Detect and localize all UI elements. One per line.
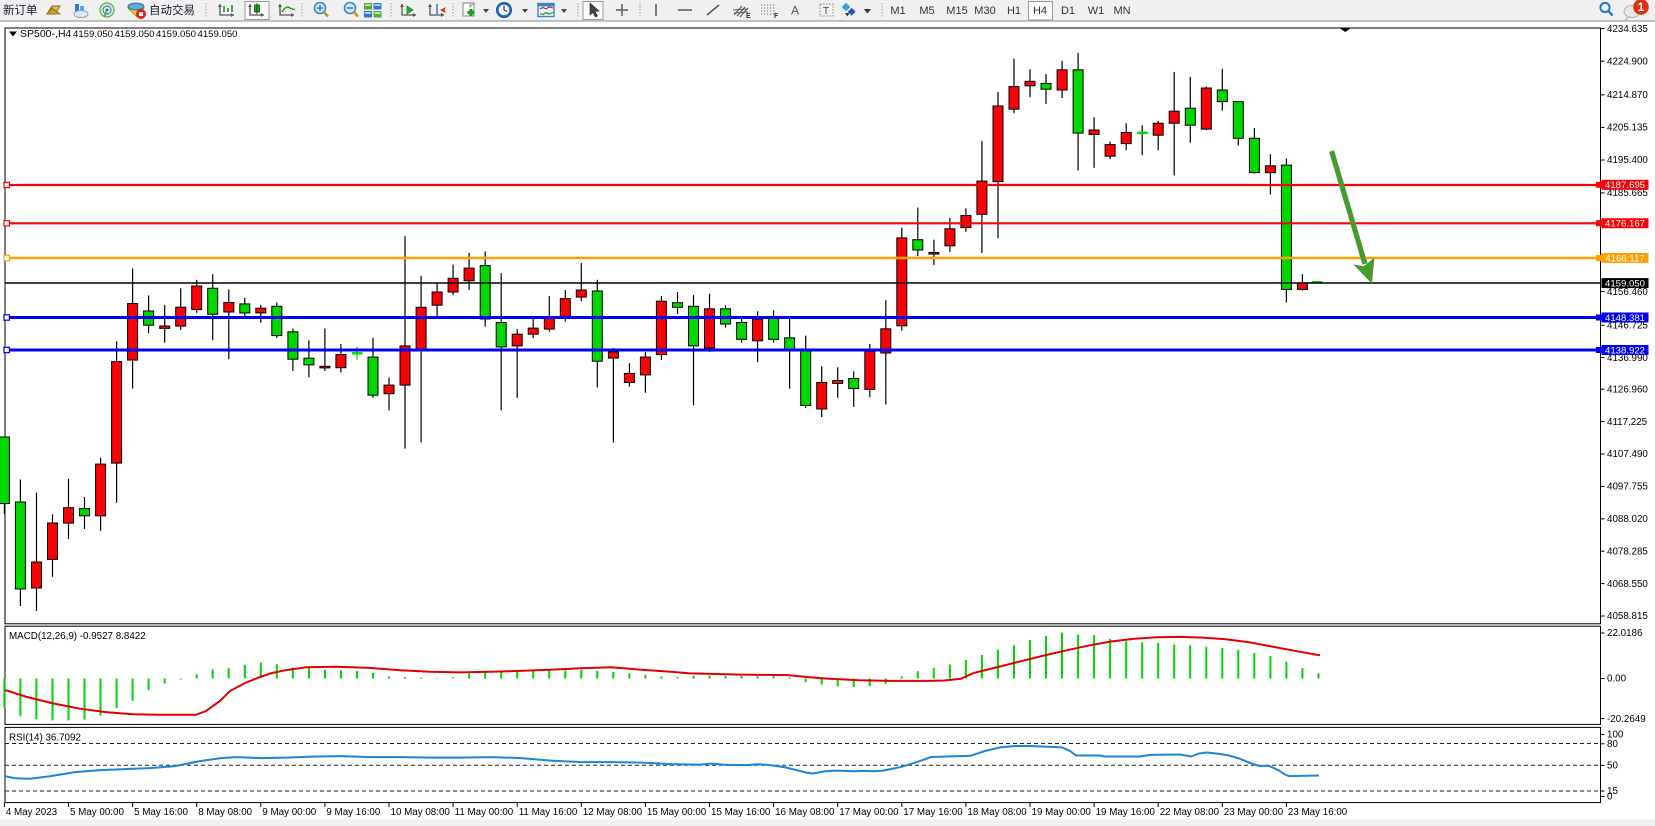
svg-text:1: 1 — [1638, 2, 1645, 14]
svg-text:4156.460: 4156.460 — [1607, 287, 1648, 298]
svg-text:5 May 00:00: 5 May 00:00 — [70, 807, 124, 818]
svg-text:22 May 08:00: 22 May 08:00 — [1160, 807, 1220, 818]
svg-text:9 May 00:00: 9 May 00:00 — [262, 807, 316, 818]
svg-text:4126.960: 4126.960 — [1607, 384, 1648, 395]
svg-text:50: 50 — [1607, 761, 1618, 772]
svg-text:15: 15 — [1607, 786, 1618, 797]
svg-text:9 May 16:00: 9 May 16:00 — [326, 807, 380, 818]
svg-text:4159.050: 4159.050 — [115, 29, 155, 40]
svg-text:4159.050: 4159.050 — [156, 29, 196, 40]
svg-text:H4: H4 — [1033, 5, 1047, 17]
svg-text:4068.550: 4068.550 — [1607, 579, 1648, 590]
svg-text:15 May 00:00: 15 May 00:00 — [647, 807, 707, 818]
svg-text:4187.695: 4187.695 — [1605, 180, 1645, 191]
svg-text:M30: M30 — [974, 5, 995, 17]
svg-text:MN: MN — [1113, 5, 1130, 17]
svg-text:5 May 16:00: 5 May 16:00 — [134, 807, 188, 818]
svg-text:4214.870: 4214.870 — [1607, 90, 1648, 101]
svg-text:MACD(12,26,9) -0.9527 8.8422: MACD(12,26,9) -0.9527 8.8422 — [9, 631, 146, 642]
svg-text:10 May 08:00: 10 May 08:00 — [391, 807, 451, 818]
svg-text:4205.135: 4205.135 — [1607, 123, 1648, 134]
svg-text:11 May 16:00: 11 May 16:00 — [519, 807, 578, 818]
svg-text:4148.381: 4148.381 — [1605, 313, 1645, 324]
svg-text:M1: M1 — [890, 5, 905, 17]
svg-text:4185.665: 4185.665 — [1607, 188, 1648, 199]
svg-text:11 May 00:00: 11 May 00:00 — [455, 807, 514, 818]
svg-text:16 May 08:00: 16 May 08:00 — [775, 807, 835, 818]
svg-text:4078.285: 4078.285 — [1607, 546, 1648, 557]
svg-text:17 May 00:00: 17 May 00:00 — [839, 807, 899, 818]
svg-text:4224.900: 4224.900 — [1607, 56, 1648, 67]
svg-text:M15: M15 — [946, 5, 967, 17]
svg-text:4097.755: 4097.755 — [1607, 482, 1648, 493]
svg-text:4159.050: 4159.050 — [198, 29, 238, 40]
svg-text:新订单: 新订单 — [3, 3, 38, 17]
svg-text:8 May 08:00: 8 May 08:00 — [198, 807, 252, 818]
svg-text:4058.815: 4058.815 — [1607, 611, 1648, 622]
svg-text:4136.990: 4136.990 — [1607, 353, 1648, 364]
svg-text:80: 80 — [1607, 739, 1618, 750]
svg-text:4146.725: 4146.725 — [1607, 321, 1648, 332]
svg-text:H1: H1 — [1007, 5, 1021, 17]
svg-text:23 May 16:00: 23 May 16:00 — [1288, 807, 1348, 818]
svg-text:D1: D1 — [1061, 5, 1075, 17]
svg-text:4166.117: 4166.117 — [1605, 253, 1644, 264]
svg-text:4107.490: 4107.490 — [1607, 449, 1648, 460]
svg-text:15 May 16:00: 15 May 16:00 — [711, 807, 771, 818]
svg-text:4 May 2023: 4 May 2023 — [6, 807, 58, 818]
svg-text:E: E — [746, 13, 751, 20]
svg-text:4195.400: 4195.400 — [1607, 155, 1648, 166]
svg-text:4138.922: 4138.922 — [1605, 345, 1645, 356]
svg-text:RSI(14) 36.7092: RSI(14) 36.7092 — [9, 733, 81, 744]
svg-text:W1: W1 — [1088, 5, 1105, 17]
svg-text:-20.2649: -20.2649 — [1607, 714, 1646, 725]
svg-text:12 May 08:00: 12 May 08:00 — [583, 807, 643, 818]
svg-text:4159.050: 4159.050 — [73, 29, 113, 40]
svg-text:4234.635: 4234.635 — [1607, 24, 1648, 35]
svg-text:23 May 00:00: 23 May 00:00 — [1224, 807, 1284, 818]
svg-text:19 May 00:00: 19 May 00:00 — [1032, 807, 1092, 818]
svg-text:T: T — [823, 6, 829, 17]
svg-text:17 May 16:00: 17 May 16:00 — [903, 807, 963, 818]
svg-text:F: F — [774, 13, 779, 20]
svg-text:A: A — [791, 4, 799, 18]
svg-text:0: 0 — [1607, 792, 1613, 803]
svg-text:22.0186: 22.0186 — [1607, 628, 1643, 639]
svg-text:M5: M5 — [919, 5, 934, 17]
svg-text:4159.050: 4159.050 — [1605, 279, 1645, 290]
svg-text:100: 100 — [1607, 730, 1624, 741]
svg-text:自动交易: 自动交易 — [149, 3, 195, 17]
svg-text:0.00: 0.00 — [1607, 674, 1627, 685]
svg-text:SP500-,H4: SP500-,H4 — [20, 28, 72, 40]
svg-text:4176.167: 4176.167 — [1605, 219, 1645, 230]
svg-text:4117.225: 4117.225 — [1607, 417, 1648, 428]
svg-text:4088.020: 4088.020 — [1607, 514, 1648, 525]
svg-text:18 May 08:00: 18 May 08:00 — [967, 807, 1027, 818]
svg-text:19 May 16:00: 19 May 16:00 — [1096, 807, 1156, 818]
